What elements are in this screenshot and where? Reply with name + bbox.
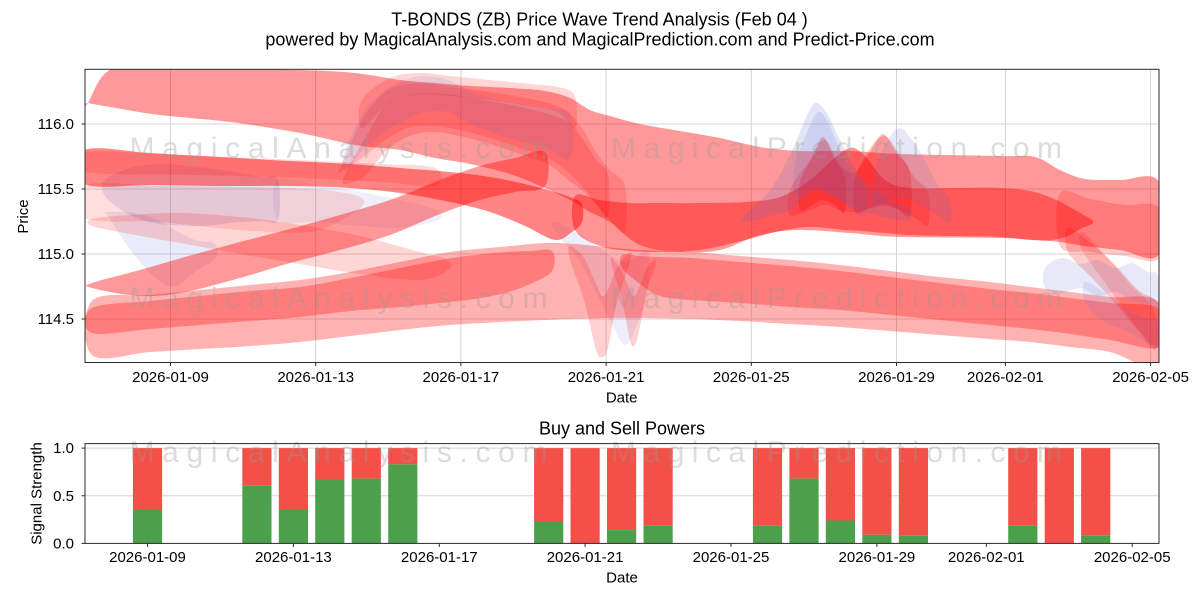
svg-text:2026-01-17: 2026-01-17	[423, 369, 500, 386]
svg-text:MagicalAnalysis.com: MagicalAnalysis.com	[130, 132, 548, 165]
svg-text:1.0: 1.0	[53, 440, 74, 457]
svg-text:powered by MagicalAnalysis.com: powered by MagicalAnalysis.com and Magic…	[265, 30, 934, 50]
svg-text:Signal Strength: Signal Strength	[29, 442, 46, 545]
svg-text:2026-01-29: 2026-01-29	[858, 369, 935, 386]
svg-text:2026-01-13: 2026-01-13	[255, 549, 332, 566]
svg-text:114.5: 114.5	[38, 311, 74, 328]
svg-text:2026-01-25: 2026-01-25	[713, 369, 790, 386]
svg-text:2026-01-17: 2026-01-17	[401, 549, 478, 566]
svg-text:2026-02-01: 2026-02-01	[967, 369, 1044, 386]
svg-text:0.0: 0.0	[53, 535, 74, 552]
svg-text:2026-01-21: 2026-01-21	[568, 369, 645, 386]
svg-text:0.5: 0.5	[53, 488, 74, 505]
svg-text:2026-01-09: 2026-01-09	[132, 369, 209, 386]
svg-text:2026-01-21: 2026-01-21	[547, 549, 624, 566]
svg-text:2026-02-05: 2026-02-05	[1112, 369, 1189, 386]
svg-text:2026-02-01: 2026-02-01	[948, 549, 1025, 566]
svg-text:Date: Date	[606, 570, 638, 587]
svg-text:MagicalAnalysis.com: MagicalAnalysis.com	[130, 436, 548, 469]
svg-text:MagicalPrediction.com: MagicalPrediction.com	[611, 132, 1062, 165]
svg-text:T-BONDS (ZB) Price Wave Trend: T-BONDS (ZB) Price Wave Trend Analysis (…	[391, 10, 807, 30]
svg-text:MagicalAnalysis.com: MagicalAnalysis.com	[130, 282, 548, 315]
svg-text:Buy and Sell Powers: Buy and Sell Powers	[539, 419, 705, 439]
svg-text:Price: Price	[15, 199, 32, 233]
svg-text:115.0: 115.0	[38, 246, 74, 263]
svg-text:115.5: 115.5	[38, 181, 74, 198]
svg-text:116.0: 116.0	[38, 116, 74, 133]
svg-text:MagicalPrediction.com: MagicalPrediction.com	[611, 436, 1062, 469]
svg-text:MagicalPrediction.com: MagicalPrediction.com	[611, 282, 1062, 315]
svg-text:2026-02-05: 2026-02-05	[1094, 549, 1171, 566]
svg-text:2026-01-09: 2026-01-09	[109, 549, 186, 566]
svg-text:2026-01-13: 2026-01-13	[277, 369, 354, 386]
svg-text:Date: Date	[606, 390, 638, 407]
svg-text:2026-01-29: 2026-01-29	[839, 549, 916, 566]
svg-text:2026-01-25: 2026-01-25	[693, 549, 770, 566]
